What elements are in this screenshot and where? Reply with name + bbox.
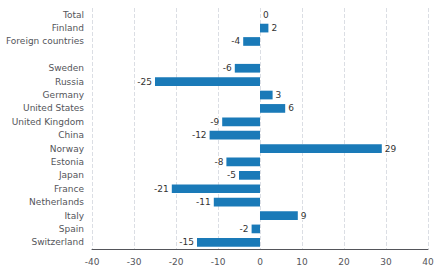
svg-text:10: 10 (296, 257, 308, 267)
svg-text:-10: -10 (211, 257, 226, 267)
svg-text:Germany: Germany (43, 90, 85, 100)
svg-text:Sweden: Sweden (48, 63, 84, 73)
svg-text:-40: -40 (85, 257, 100, 267)
svg-text:-5: -5 (227, 170, 236, 180)
svg-text:United States: United States (23, 103, 84, 113)
svg-text:-9: -9 (210, 117, 219, 127)
svg-text:Total: Total (62, 10, 84, 20)
svg-text:-15: -15 (179, 237, 194, 247)
svg-text:9: 9 (301, 211, 307, 221)
svg-text:Japan: Japan (58, 170, 84, 180)
svg-text:20: 20 (338, 257, 350, 267)
svg-text:Norway: Norway (50, 144, 85, 154)
svg-text:40: 40 (422, 257, 434, 267)
svg-text:Spain: Spain (59, 224, 84, 234)
svg-text:Estonia: Estonia (51, 157, 84, 167)
svg-text:Foreign countries: Foreign countries (6, 36, 84, 46)
svg-text:Netherlands: Netherlands (29, 197, 84, 207)
svg-text:-8: -8 (214, 157, 223, 167)
svg-text:Switzerland: Switzerland (31, 237, 84, 247)
svg-text:0: 0 (263, 10, 269, 20)
svg-text:6: 6 (288, 103, 294, 113)
svg-text:Italy: Italy (64, 211, 84, 221)
svg-text:-12: -12 (192, 130, 207, 140)
svg-text:-25: -25 (137, 77, 152, 87)
svg-text:-30: -30 (127, 257, 142, 267)
svg-text:-11: -11 (196, 197, 211, 207)
svg-text:Finland: Finland (52, 23, 84, 33)
svg-text:2: 2 (271, 23, 277, 33)
svg-text:30: 30 (380, 257, 392, 267)
svg-text:-6: -6 (223, 63, 232, 73)
svg-text:-20: -20 (169, 257, 184, 267)
svg-text:3: 3 (276, 90, 282, 100)
svg-text:-4: -4 (231, 36, 240, 46)
svg-text:France: France (54, 184, 84, 194)
svg-text:China: China (58, 130, 84, 140)
svg-text:0: 0 (257, 257, 263, 267)
svg-text:-21: -21 (154, 184, 169, 194)
svg-text:Russia: Russia (55, 77, 84, 87)
svg-text:29: 29 (385, 144, 397, 154)
svg-text:United Kingdom: United Kingdom (12, 117, 84, 127)
svg-text:-2: -2 (240, 224, 249, 234)
